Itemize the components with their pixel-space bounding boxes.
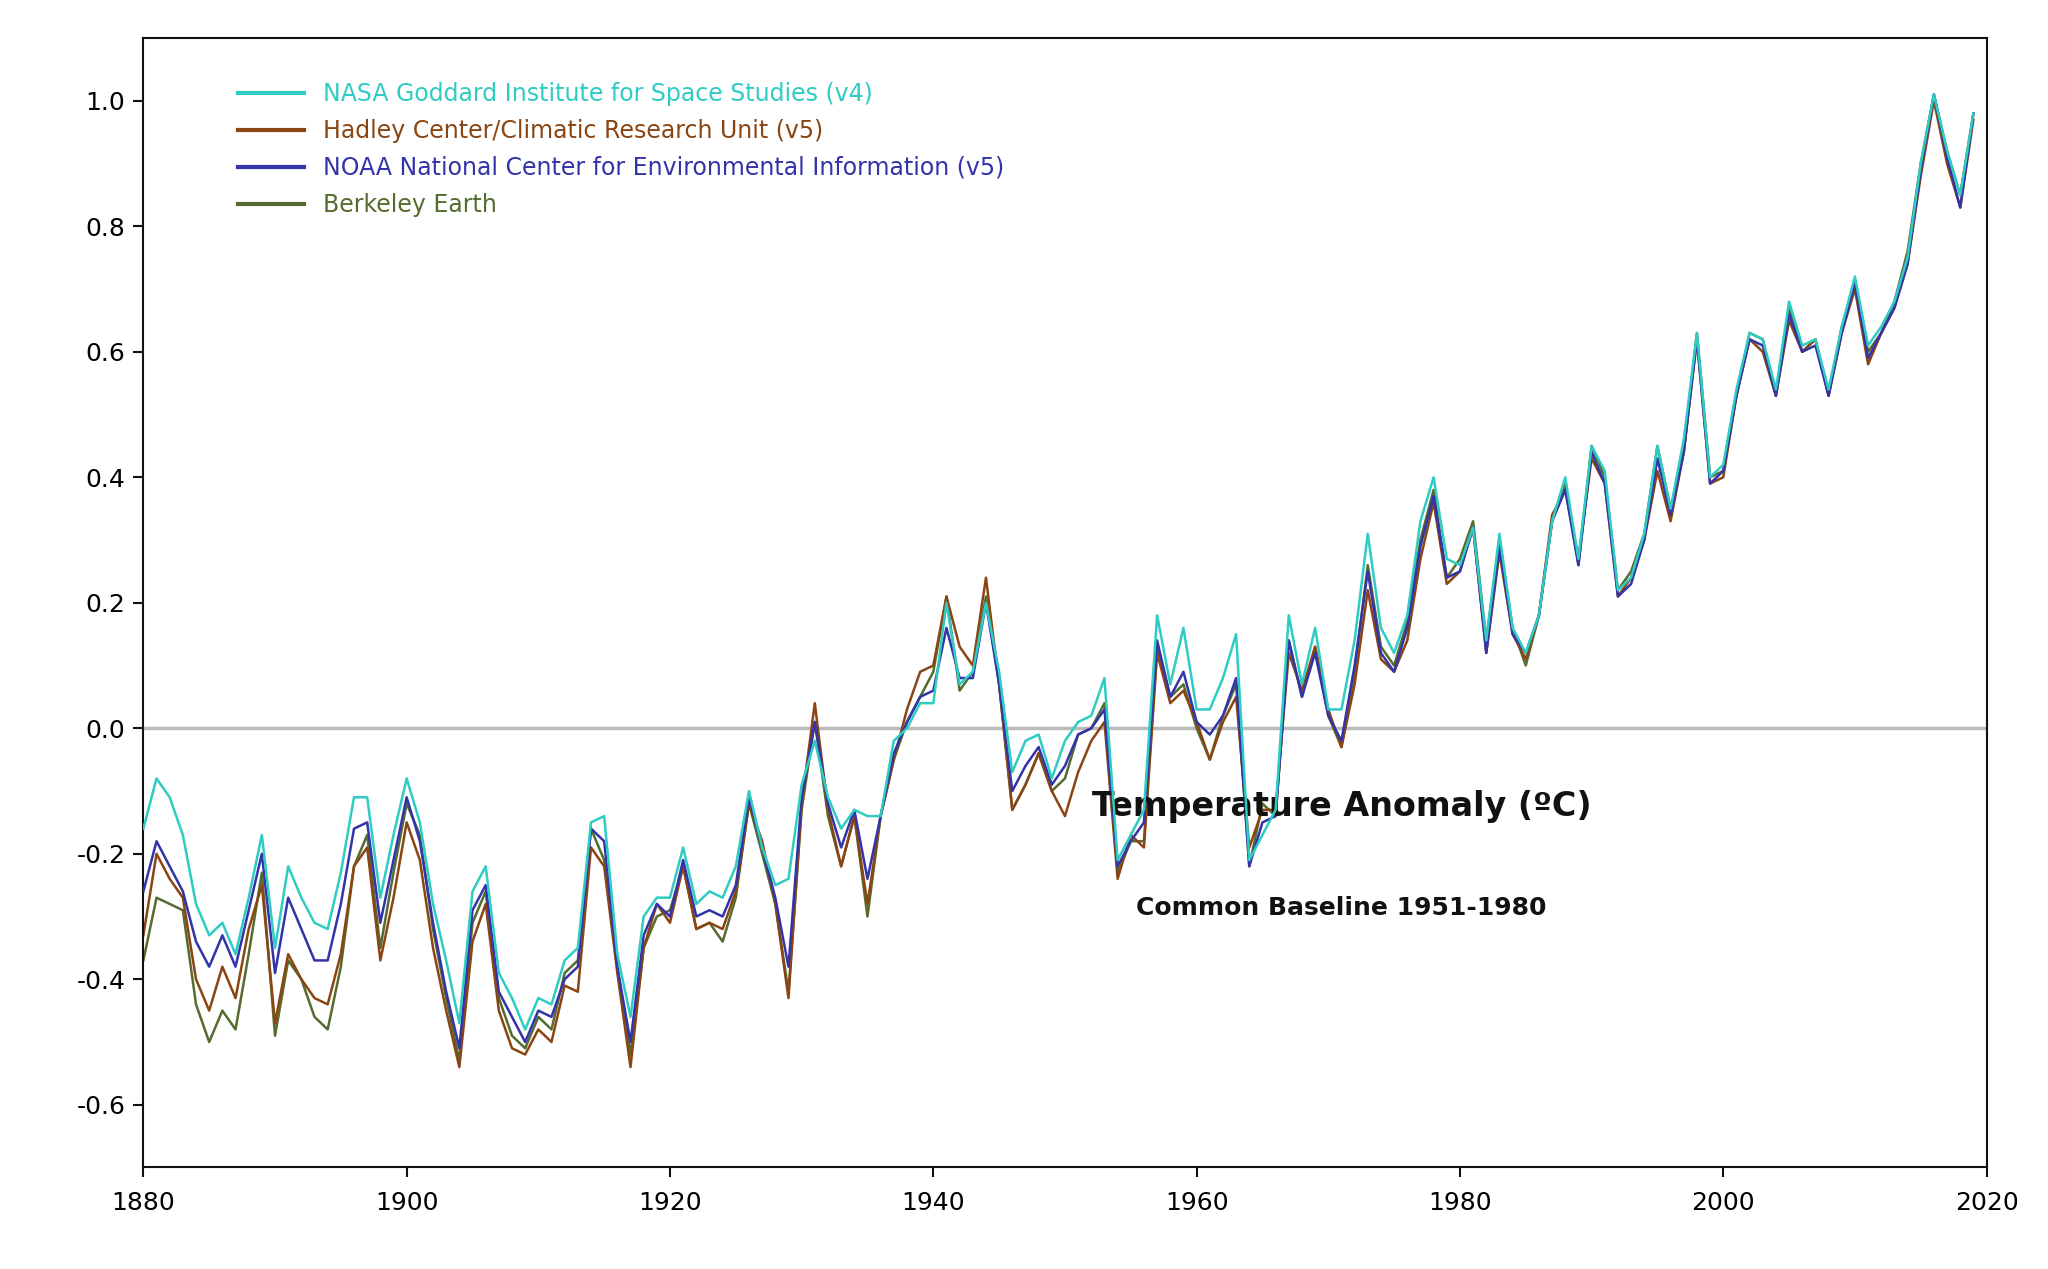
Line: NASA Goddard Institute for Space Studies (v4): NASA Goddard Institute for Space Studies…: [143, 95, 1974, 1029]
NOAA National Center for Environmental Information (v5): [1921, 86, 1946, 103]
Text: Temperature Anomaly (ºC): Temperature Anomaly (ºC): [1092, 789, 1591, 822]
Berkeley Earth: [131, 953, 156, 968]
NOAA National Center for Environmental Information (v5): [1962, 105, 1987, 121]
Hadley Center/Climatic Research Unit (v5): [131, 928, 156, 943]
Line: NOAA National Center for Environmental Information (v5): NOAA National Center for Environmental I…: [143, 95, 1974, 1048]
NOAA National Center for Environmental Information (v5): [236, 902, 260, 917]
NOAA National Center for Environmental Information (v5): [315, 953, 340, 968]
NASA Goddard Institute for Space Studies (v4): [236, 890, 260, 905]
Berkeley Earth: [446, 1053, 471, 1068]
Hadley Center/Climatic Research Unit (v5): [446, 1060, 471, 1075]
NASA Goddard Institute for Space Studies (v4): [1962, 105, 1987, 121]
Line: Hadley Center/Climatic Research Unit (v5): Hadley Center/Climatic Research Unit (v5…: [143, 100, 1974, 1067]
Berkeley Earth: [907, 689, 932, 704]
Berkeley Earth: [1053, 770, 1077, 786]
NASA Goddard Institute for Space Studies (v4): [1921, 86, 1946, 103]
Hadley Center/Climatic Research Unit (v5): [315, 996, 340, 1011]
Hadley Center/Climatic Research Unit (v5): [473, 896, 498, 911]
NASA Goddard Institute for Space Studies (v4): [315, 921, 340, 937]
NOAA National Center for Environmental Information (v5): [1053, 759, 1077, 774]
NASA Goddard Institute for Space Studies (v4): [512, 1022, 537, 1037]
NOAA National Center for Environmental Information (v5): [131, 883, 156, 898]
Berkeley Earth: [1921, 86, 1946, 103]
Text: Common Baseline 1951-1980: Common Baseline 1951-1980: [1137, 896, 1546, 920]
Berkeley Earth: [315, 1022, 340, 1037]
NASA Goddard Institute for Space Studies (v4): [907, 695, 932, 711]
NASA Goddard Institute for Space Studies (v4): [461, 883, 485, 898]
Hadley Center/Climatic Research Unit (v5): [1921, 93, 1946, 108]
Hadley Center/Climatic Research Unit (v5): [197, 1003, 221, 1018]
Berkeley Earth: [1962, 105, 1987, 121]
NASA Goddard Institute for Space Studies (v4): [197, 928, 221, 943]
Hadley Center/Climatic Research Unit (v5): [1053, 808, 1077, 824]
Berkeley Earth: [197, 1034, 221, 1049]
NOAA National Center for Environmental Information (v5): [473, 878, 498, 893]
Legend: NASA Goddard Institute for Space Studies (v4), Hadley Center/Climatic Research U: NASA Goddard Institute for Space Studies…: [229, 72, 1014, 226]
Hadley Center/Climatic Research Unit (v5): [907, 664, 932, 679]
NOAA National Center for Environmental Information (v5): [446, 1041, 471, 1056]
Hadley Center/Climatic Research Unit (v5): [236, 921, 260, 937]
NASA Goddard Institute for Space Studies (v4): [131, 821, 156, 836]
NASA Goddard Institute for Space Studies (v4): [1053, 733, 1077, 749]
Line: Berkeley Earth: Berkeley Earth: [143, 95, 1974, 1061]
NOAA National Center for Environmental Information (v5): [907, 689, 932, 704]
Hadley Center/Climatic Research Unit (v5): [1962, 112, 1987, 127]
Berkeley Earth: [236, 947, 260, 962]
Berkeley Earth: [473, 883, 498, 898]
NOAA National Center for Environmental Information (v5): [197, 959, 221, 975]
